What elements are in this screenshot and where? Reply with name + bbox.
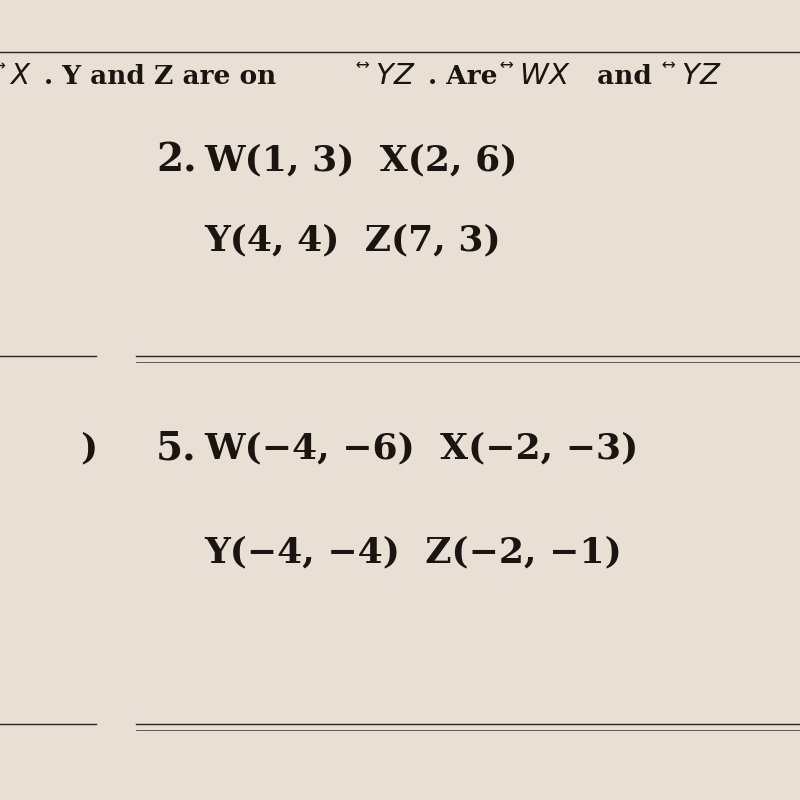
Text: W(1, 3)  X(2, 6): W(1, 3) X(2, 6)	[204, 143, 518, 177]
Text: ): )	[80, 431, 98, 465]
Text: $\overleftrightarrow{YZ}$: $\overleftrightarrow{YZ}$	[356, 62, 416, 90]
Text: and: and	[588, 63, 652, 89]
Text: 2.: 2.	[156, 141, 197, 179]
Text: Y(−4, −4)  Z(−2, −1): Y(−4, −4) Z(−2, −1)	[204, 535, 622, 569]
Text: $\overleftrightarrow{WX}$: $\overleftrightarrow{WX}$	[500, 62, 570, 90]
Text: $\overleftrightarrow{X}$: $\overleftrightarrow{X}$	[0, 62, 32, 90]
Text: . Y and Z are on: . Y and Z are on	[44, 63, 276, 89]
Text: $\overleftrightarrow{YZ}$: $\overleftrightarrow{YZ}$	[662, 62, 722, 90]
Text: Y(4, 4)  Z(7, 3): Y(4, 4) Z(7, 3)	[204, 223, 501, 257]
Text: W(−4, −6)  X(−2, −3): W(−4, −6) X(−2, −3)	[204, 431, 638, 465]
Text: 5.: 5.	[156, 429, 197, 467]
Text: . Are: . Are	[428, 63, 498, 89]
